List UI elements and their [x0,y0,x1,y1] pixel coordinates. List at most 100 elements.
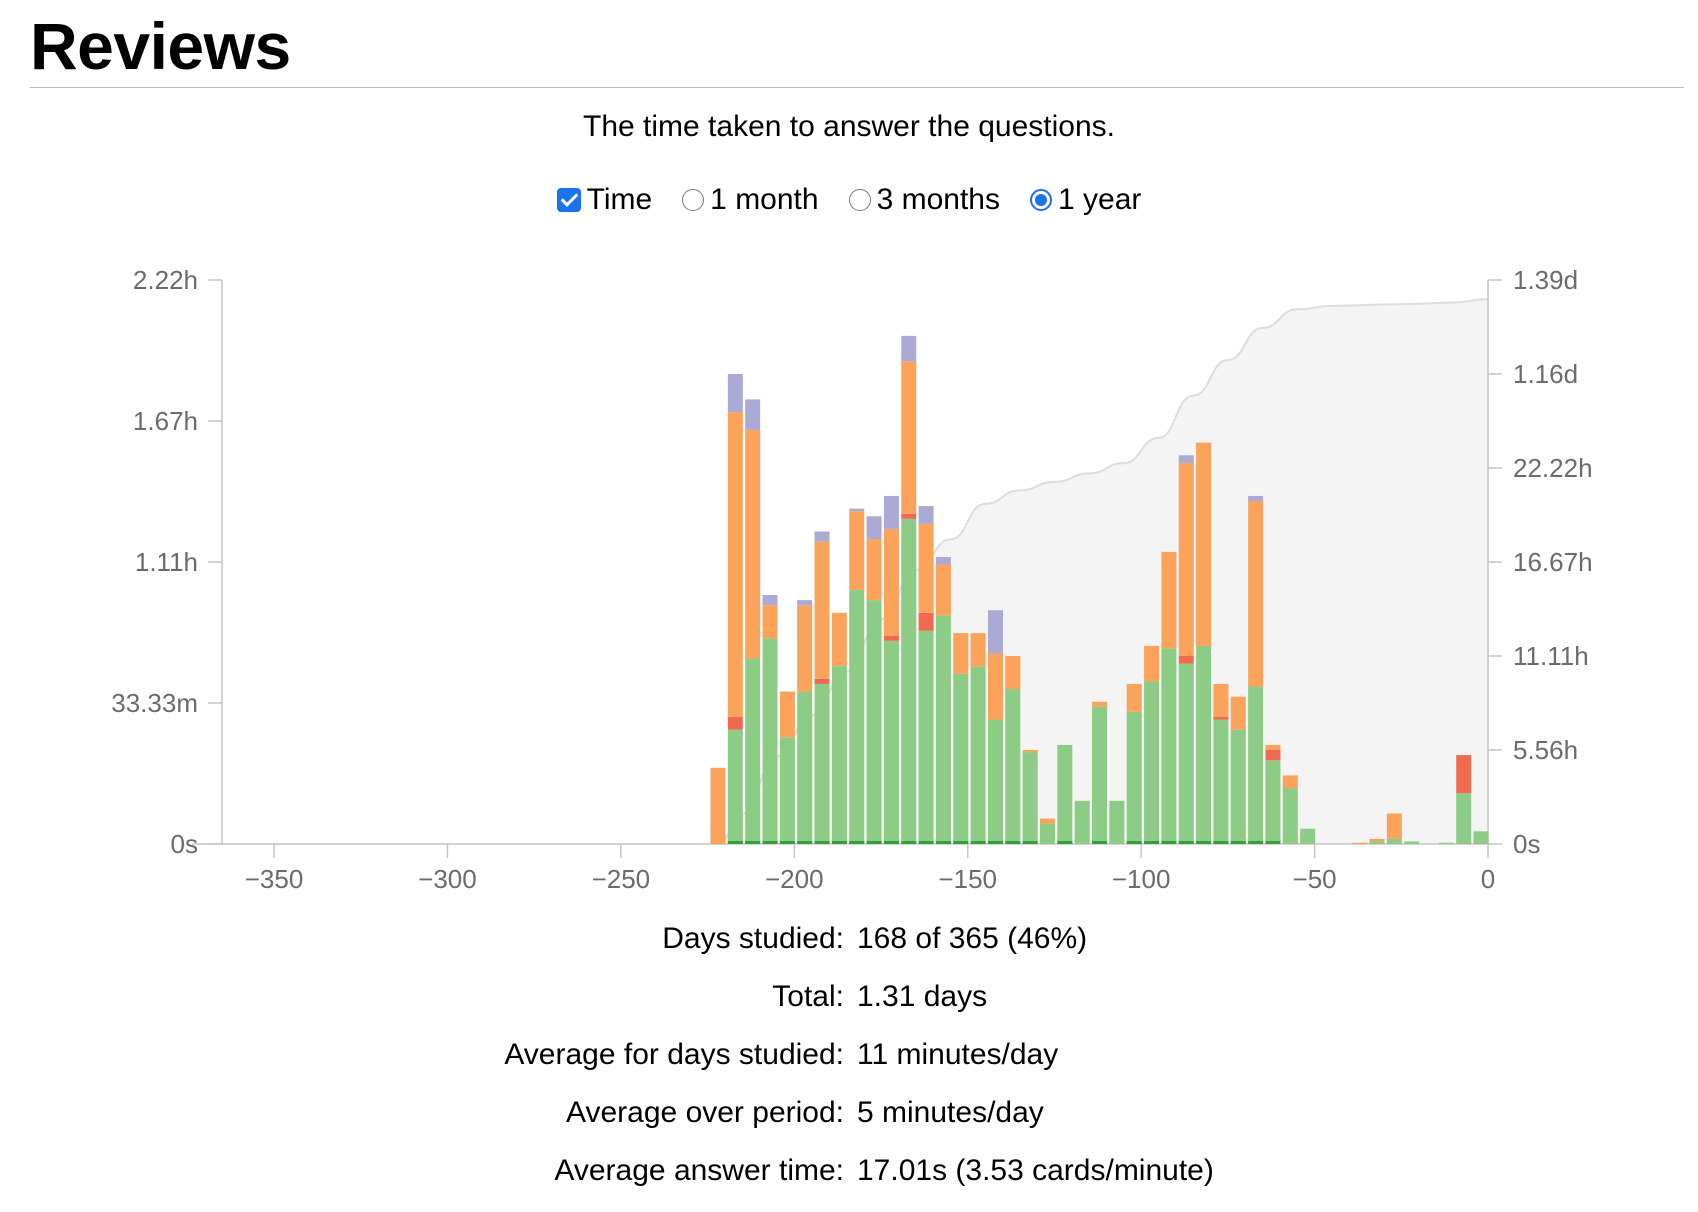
bar-learn[interactable] [883,528,899,636]
time-toggle[interactable]: Time [556,183,652,217]
bar-mature[interactable] [883,841,899,844]
time-checkbox[interactable] [556,188,581,212]
bar-relearn[interactable] [918,612,934,631]
bar-young[interactable] [1265,760,1281,844]
bar-relearn[interactable] [1178,656,1194,664]
bar-young[interactable] [883,640,899,844]
bar-learn[interactable] [1196,442,1212,646]
bar-young[interactable] [918,630,934,844]
bar-learn[interactable] [1282,775,1298,789]
radio-1-month[interactable] [682,189,705,211]
bar-young[interactable] [987,719,1003,844]
bar-learn[interactable] [797,605,813,692]
bar-mature[interactable] [831,841,847,844]
bar-young[interactable] [1074,800,1090,844]
bar-learn[interactable] [849,511,865,590]
bar-young[interactable] [1161,648,1177,844]
bar-learn[interactable] [745,429,761,659]
bar-learn[interactable] [1265,744,1281,750]
bar-young[interactable] [935,615,951,844]
bar-learn[interactable] [1352,842,1368,844]
bar-learn[interactable] [918,523,934,613]
bar-young[interactable] [1196,645,1212,844]
bar-learn[interactable] [1248,501,1264,687]
bar-mature[interactable] [849,841,865,844]
bar-mature[interactable] [779,841,795,844]
bar-young[interactable] [727,729,743,844]
bar-filtered[interactable] [987,610,1003,654]
bar-mature[interactable] [1178,841,1194,844]
bar-mature[interactable] [814,841,830,844]
bar-relearn[interactable] [901,513,917,519]
bar-filtered[interactable] [727,374,743,413]
bar-mature[interactable] [970,841,986,844]
bar-young[interactable] [1369,841,1385,844]
bar-mature[interactable] [1022,841,1038,844]
bar-learn[interactable] [1092,701,1108,707]
bar-filtered[interactable] [849,508,865,512]
bar-young[interactable] [797,691,813,844]
bar-young[interactable] [779,737,795,844]
bar-mature[interactable] [1144,841,1160,844]
bar-learn[interactable] [1369,838,1385,842]
bar-learn[interactable] [1040,818,1056,824]
bar-mature[interactable] [1005,841,1021,844]
bar-learn[interactable] [1178,462,1194,656]
bar-young[interactable] [1438,842,1454,844]
bar-mature[interactable] [866,841,882,844]
bar-filtered[interactable] [918,506,934,524]
bar-learn[interactable] [866,539,882,601]
bar-learn[interactable] [1213,683,1229,717]
bar-young[interactable] [1057,744,1073,844]
bar-learn[interactable] [935,564,951,616]
bar-relearn[interactable] [883,635,899,641]
bar-filtered[interactable] [1178,455,1194,463]
bar-young[interactable] [901,518,917,844]
bar-filtered[interactable] [935,556,951,565]
bar-mature[interactable] [762,841,778,844]
bar-learn[interactable] [710,767,726,844]
bar-mature[interactable] [918,841,934,844]
bar-learn[interactable] [814,541,830,679]
bar-relearn[interactable] [814,678,830,684]
bar-filtered[interactable] [901,335,917,362]
bar-young[interactable] [1005,689,1021,844]
bar-filtered[interactable] [797,600,813,606]
bar-learn[interactable] [1144,645,1160,682]
bar-filtered[interactable] [745,399,761,430]
bar-mature[interactable] [987,841,1003,844]
bar-young[interactable] [866,600,882,844]
bar-young[interactable] [814,683,830,844]
bar-filtered[interactable] [883,495,899,529]
bar-learn[interactable] [1022,750,1038,753]
bar-mature[interactable] [727,841,743,844]
bar-learn[interactable] [1161,551,1177,649]
bar-young[interactable] [831,666,847,844]
bar-filtered[interactable] [762,595,778,606]
bar-learn[interactable] [1230,696,1246,730]
bar-learn[interactable] [1386,813,1402,839]
bar-young[interactable] [745,658,761,844]
bar-young[interactable] [970,666,986,844]
bar-learn[interactable] [901,361,917,514]
bar-young[interactable] [1144,681,1160,844]
bar-young[interactable] [762,638,778,844]
bar-mature[interactable] [1057,841,1073,844]
bar-learn[interactable] [987,653,1003,720]
bar-young[interactable] [1282,788,1298,844]
bar-learn[interactable] [1126,683,1142,712]
bar-young[interactable] [849,589,865,844]
bar-mature[interactable] [1092,841,1108,844]
bar-young[interactable] [1230,729,1246,844]
range-option-1-year[interactable]: 1 year [1029,183,1141,217]
bar-young[interactable] [953,673,969,844]
bar-filtered[interactable] [866,516,882,540]
bar-learn[interactable] [762,605,778,639]
bar-young[interactable] [1022,752,1038,844]
bar-young[interactable] [1300,828,1316,844]
radio-3-months[interactable] [848,189,871,211]
bar-young[interactable] [1386,838,1402,844]
bar-young[interactable] [1473,831,1489,844]
bar-relearn[interactable] [1265,750,1281,761]
bar-young[interactable] [1126,711,1142,844]
